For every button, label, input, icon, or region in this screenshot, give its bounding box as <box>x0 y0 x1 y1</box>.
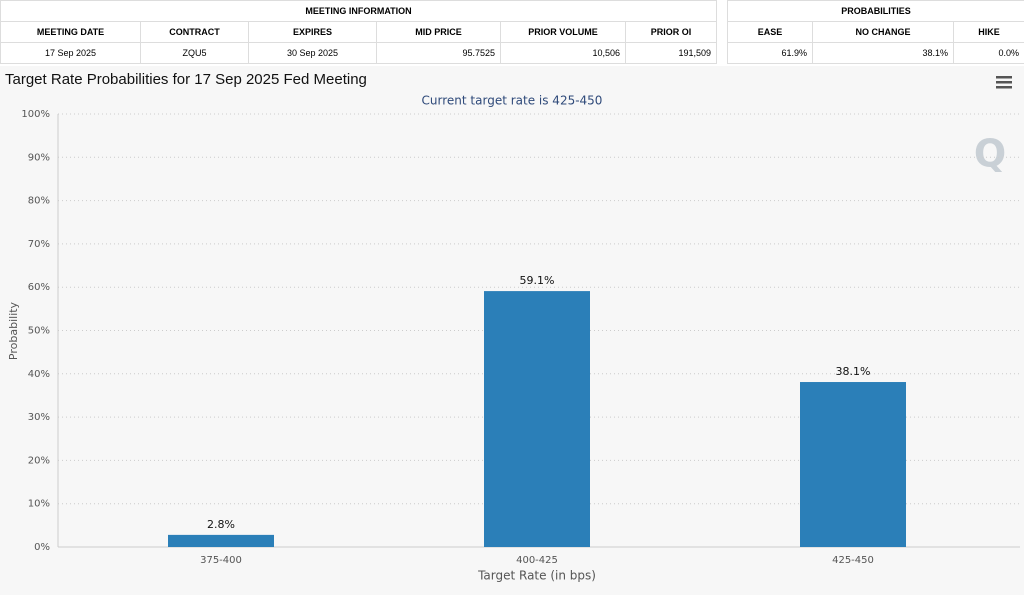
cell: 30 Sep 2025 <box>248 42 377 64</box>
bar <box>168 534 274 547</box>
y-tick-label: 80% <box>28 196 50 207</box>
cell: ZQU5 <box>140 42 249 64</box>
column-header: PRIOR OI <box>624 21 718 43</box>
chart-subtitle: Current target rate is 425-450 <box>422 94 603 108</box>
x-tick-label: 425-450 <box>832 555 874 566</box>
x-tick-label: 400-425 <box>516 555 558 566</box>
y-tick-label: 90% <box>28 152 50 163</box>
x-tick-label: 375-400 <box>200 555 242 566</box>
probability-table: PROBABILITIES EASE NO CHANGE HIKE 61.9% 38.1%… <box>726 0 1024 64</box>
table-title: PROBABILITIES <box>726 0 1024 22</box>
y-tick-label: 40% <box>28 369 50 380</box>
bar <box>484 291 590 547</box>
cell: 38.1% <box>812 42 954 64</box>
data-label: 2.8% <box>207 518 235 531</box>
table-title: MEETING INFORMATION <box>0 0 718 22</box>
cell: 0.0% <box>952 42 1024 64</box>
column-header: PRIOR VOLUME <box>500 21 626 43</box>
watermark-logo: Q <box>974 132 1006 176</box>
column-header: MEETING DATE <box>0 21 141 43</box>
y-tick-label: 20% <box>28 455 50 466</box>
menu-button[interactable] <box>996 76 1012 89</box>
bar <box>800 382 906 547</box>
data-label: 38.1% <box>836 365 871 378</box>
column-header: HIKE <box>952 21 1024 43</box>
column-header: EXPIRES <box>248 21 377 43</box>
y-tick-label: 0% <box>34 542 50 553</box>
data-label: 59.1% <box>520 274 555 287</box>
chart-title: Target Rate Probabilities for 17 Sep 202… <box>5 71 367 88</box>
cell: 10,506 <box>500 42 626 64</box>
column-header: CONTRACT <box>140 21 249 43</box>
cell: 95.7525 <box>376 42 501 64</box>
x-axis-label: Target Rate (in bps) <box>477 569 596 583</box>
cell: 61.9% <box>727 42 813 64</box>
title-row: PROBABILITIES <box>726 0 1024 22</box>
header-row: MEETING DATE CONTRACT EXPIRES MID PRICE PRIO… <box>0 21 718 43</box>
y-axis-label: Probability <box>7 301 20 360</box>
y-tick-label: 50% <box>28 326 50 337</box>
y-tick-label: 70% <box>28 239 50 250</box>
title-row: MEETING INFORMATION <box>0 0 718 22</box>
y-tick-label: 10% <box>28 499 50 510</box>
y-tick-label: 30% <box>28 412 50 423</box>
cell: 191,509 <box>624 42 718 64</box>
header-row: EASE NO CHANGE HIKE <box>727 21 1024 43</box>
y-tick-label: 60% <box>28 282 50 293</box>
meeting-table: MEETING INFORMATION MEETING DATE CONTRACT E… <box>0 0 718 64</box>
data-row: 61.9% 38.1% 0.0% <box>727 42 1024 64</box>
y-tick-label: 100% <box>21 109 50 120</box>
column-header: EASE <box>727 21 813 43</box>
chart: Target Rate Probabilities for 17 Sep 202… <box>0 66 1024 595</box>
data-row: 17 Sep 2025 ZQU5 30 Sep 2025 95.7525 10,506 1… <box>0 42 718 64</box>
column-header: MID PRICE <box>376 21 501 43</box>
column-header: NO CHANGE <box>812 21 954 43</box>
cell: 17 Sep 2025 <box>0 42 141 64</box>
